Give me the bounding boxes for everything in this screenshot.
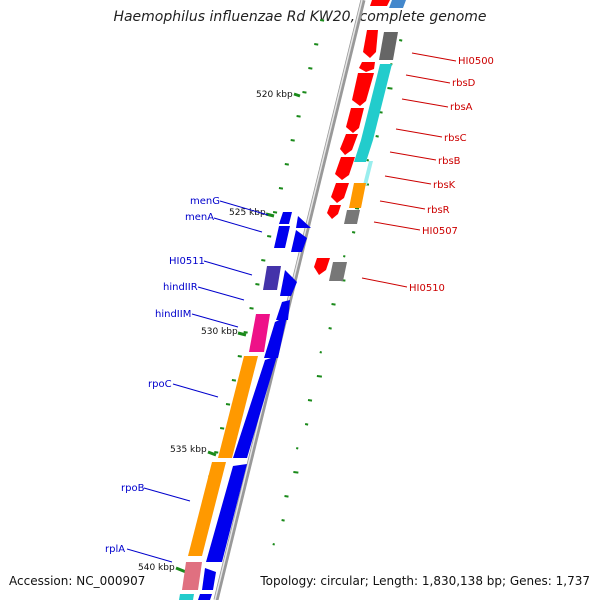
category-bar-gray-1 (379, 32, 398, 60)
label-rbsK[interactable]: rbsK (433, 180, 456, 191)
category-bar-cyan-2 (354, 140, 373, 162)
genome-summary: Topology: circular; Length: 1,830,138 bp… (260, 574, 590, 588)
gene-HI0500[interactable] (363, 30, 378, 58)
ruler: 520 kbp 525 kbp 530 kbp 535 kbp 540 kbp (138, 90, 301, 574)
gc-mark (278, 187, 284, 190)
label-rbsR[interactable]: rbsR (427, 205, 450, 216)
gene-rpoB[interactable] (188, 462, 226, 556)
gc-mark (308, 67, 313, 70)
gene-hindIIR[interactable] (280, 270, 297, 296)
category-bar-gray-2 (344, 210, 360, 224)
gc-mark (225, 403, 231, 406)
gene-HI0507[interactable] (327, 205, 341, 219)
label-rbsA[interactable]: rbsA (450, 102, 473, 113)
gene-menG[interactable] (279, 212, 292, 224)
gc-mark (249, 307, 254, 310)
gene-rbsC[interactable] (346, 108, 364, 133)
gc-mark (214, 451, 219, 454)
gc-mark (366, 159, 370, 162)
gene-rpoC[interactable] (218, 356, 258, 458)
gc-mark (319, 19, 325, 22)
gc-mark (302, 91, 307, 94)
ruler-tick-535 (207, 450, 217, 457)
forward-labels: HI0500 rbsD rbsA rbsC rbsB rbsK rbsR HI0… (361, 52, 494, 294)
gene-rbsR[interactable] (331, 183, 349, 203)
gc-mark (375, 135, 379, 138)
gc-mark (351, 231, 356, 234)
gc-mark (342, 255, 346, 258)
gene-rpoC-arrow (233, 356, 277, 458)
label-rbsC[interactable]: rbsC (444, 133, 467, 144)
gc-mark (219, 427, 225, 430)
gene-hindIIM[interactable] (276, 300, 290, 320)
gc-mark (307, 399, 313, 402)
gene-hindIIM-block (249, 314, 270, 352)
reverse-strand-features (179, 212, 311, 600)
gc-mark (304, 423, 309, 426)
gc-mark (231, 379, 237, 382)
gene-rplA[interactable] (182, 562, 202, 590)
gene-rbsB[interactable] (340, 134, 358, 155)
label-menA[interactable]: menA (185, 212, 214, 223)
ruler-label-540: 540 kbp (138, 563, 175, 573)
label-HI0511[interactable]: HI0511 (169, 256, 205, 267)
gc-mark (272, 543, 276, 546)
forward-strand-features (314, 0, 406, 281)
map-title: Haemophilus influenzae Rd KW20, complete… (113, 9, 487, 25)
gc-mark (399, 39, 403, 42)
category-bar-orange (349, 183, 366, 208)
category-bar-cyan (361, 64, 392, 140)
gc-mark (243, 331, 248, 334)
gc-mark (387, 87, 393, 90)
label-HI0500[interactable]: HI0500 (458, 56, 494, 67)
ruler-label-530: 530 kbp (201, 327, 238, 337)
gc-mark (272, 211, 278, 214)
category-bar-gray-3 (329, 262, 347, 281)
accession-label: Accession: NC_000907 (9, 574, 146, 588)
gc-mark (331, 303, 336, 306)
label-rbsB[interactable]: rbsB (438, 156, 461, 167)
gc-mark (261, 259, 266, 262)
gene-rbsA[interactable] (352, 73, 374, 106)
gene-HI0510[interactable] (314, 258, 330, 275)
ruler-label-520: 520 kbp (256, 90, 293, 100)
ruler-tick-520 (293, 92, 301, 98)
gc-mark (316, 375, 322, 378)
gc-mark (281, 519, 285, 522)
gc-mark (267, 235, 272, 238)
gene-rbsK[interactable] (335, 157, 355, 180)
label-hindIIM[interactable]: hindIIM (155, 309, 191, 320)
gc-mark (237, 355, 242, 358)
label-rpoB[interactable]: rpoB (121, 483, 145, 494)
gc-mark (293, 471, 299, 474)
label-hindIIR[interactable]: hindIIR (163, 282, 198, 293)
genome-backbone (213, 0, 366, 600)
label-HI0510[interactable]: HI0510 (409, 283, 445, 294)
gc-mark (319, 351, 323, 354)
gc-mark (314, 43, 319, 46)
gc-mark (284, 495, 289, 498)
ruler-label-535: 535 kbp (170, 445, 207, 455)
reverse-labels: menG menA HI0511 hindIIR hindIIM rpoC rp… (105, 196, 269, 563)
ruler-tick-540 (175, 566, 187, 574)
label-rpoC[interactable]: rpoC (148, 379, 172, 390)
label-menG[interactable]: menG (190, 196, 220, 207)
ruler-label-525: 525 kbp (229, 208, 266, 218)
gene-HI0511[interactable] (263, 266, 281, 290)
gc-mark (296, 115, 301, 118)
gene-menA[interactable] (274, 226, 290, 248)
gc-mark (290, 139, 295, 142)
label-rplA[interactable]: rplA (105, 544, 125, 555)
ruler-tick-530 (237, 331, 247, 337)
gc-mark (328, 327, 332, 330)
gc-mark (295, 447, 299, 450)
label-HI0507[interactable]: HI0507 (422, 226, 458, 237)
gene-rbsD[interactable] (359, 62, 375, 72)
gc-mark (354, 207, 360, 210)
label-rbsD[interactable]: rbsD (452, 78, 476, 89)
gene-rpoB-arrow (206, 464, 247, 562)
gc-mark (255, 283, 260, 286)
gc-mark (284, 163, 289, 166)
